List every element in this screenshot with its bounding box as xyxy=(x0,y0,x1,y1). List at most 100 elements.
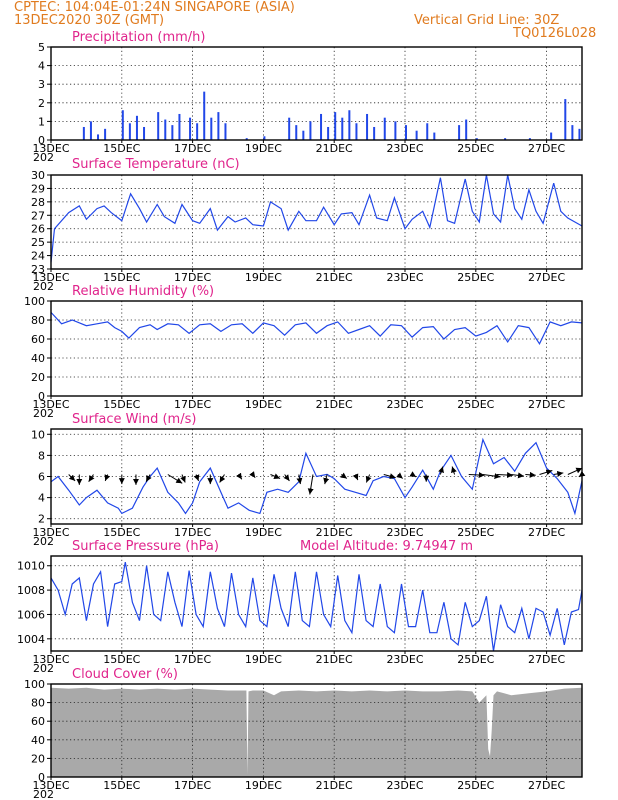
precip-bar xyxy=(366,113,369,140)
x-tick-label: 27DEC xyxy=(528,779,565,792)
precip-bar xyxy=(178,113,181,140)
x-tick-label: 13DEC xyxy=(32,398,69,411)
wind-vector xyxy=(525,471,536,478)
precip-bar xyxy=(217,112,220,140)
wind-vector xyxy=(539,469,553,476)
y-tick-label: 24 xyxy=(31,250,45,263)
x-tick-label: 19DEC xyxy=(245,398,282,411)
x-tick-label: 17DEC xyxy=(174,653,211,666)
x-year-label: 202 xyxy=(33,151,54,164)
x-tick-label: 19DEC xyxy=(245,271,282,284)
y-tick-label: 100 xyxy=(24,295,45,308)
precip-bar xyxy=(104,128,107,140)
x-tick-label: 21DEC xyxy=(316,271,353,284)
precip-bar xyxy=(164,119,167,140)
x-tick-label: 25DEC xyxy=(457,398,494,411)
wind-vector xyxy=(219,474,226,483)
wind-vector xyxy=(482,473,501,480)
precip-bar xyxy=(224,123,227,140)
header-datetime: 13DEC2020 30Z (GMT) xyxy=(14,13,165,28)
precip-bar xyxy=(465,119,468,140)
y-tick-label: 23 xyxy=(31,263,45,276)
precipitation-panel: 0 1 2 3 4 5 13DEC 15DEC 17DEC 19DEC 21DEC 23DEC 25DE… xyxy=(32,30,583,164)
temperature-frame xyxy=(50,174,583,270)
wind-vector xyxy=(167,474,183,484)
y-tick-label: 0 xyxy=(38,134,45,147)
x-tick-label: 15DEC xyxy=(103,526,140,539)
pressure-title: Surface Pressure (hPa) xyxy=(72,539,219,554)
y-tick-label: 0 xyxy=(38,390,45,403)
x-tick-label: 23DEC xyxy=(386,526,423,539)
cloud-frame xyxy=(50,683,583,778)
wind-vector xyxy=(553,470,564,477)
wind-vector xyxy=(396,472,404,479)
x-tick-label: 27DEC xyxy=(528,271,565,284)
header-grid-note: Vertical Grid Line: 30Z xyxy=(414,13,560,28)
x-tick-label: 25DEC xyxy=(457,526,494,539)
precip-bar xyxy=(288,117,291,140)
wind-vector xyxy=(468,472,485,478)
precip-bar xyxy=(334,112,337,140)
wind-line xyxy=(50,437,583,516)
wind-vector xyxy=(340,472,348,479)
x-tick-label: 17DEC xyxy=(174,398,211,411)
x-tick-label: 19DEC xyxy=(245,653,282,666)
wind-vector xyxy=(307,474,314,495)
y-tick-label: 3 xyxy=(38,78,45,91)
pressure-panel: 1004 1006 1008 1010 13DEC 15DEC 17DEC 19DEC 21DE… xyxy=(17,539,583,675)
wind-vector xyxy=(68,474,76,482)
cloud-panel: 0 20 40 60 80 100 13DEC 15DEC 17DEC 19DEC 21DEC 23D… xyxy=(24,667,583,800)
wind-vector xyxy=(383,473,396,480)
y-tick-label: 10 xyxy=(31,428,45,441)
wind-vector xyxy=(104,474,111,482)
x-tick-label: 27DEC xyxy=(528,526,565,539)
temperature-title: Surface Temperature (nC) xyxy=(72,157,240,172)
x-tick-label: 15DEC xyxy=(103,398,140,411)
humidity-frame xyxy=(50,300,583,397)
x-tick-label: 13DEC xyxy=(32,779,69,792)
x-tick-label: 15DEC xyxy=(103,142,140,155)
temperature-line xyxy=(50,174,583,263)
precip-bar xyxy=(196,123,199,140)
y-tick-label: 5 xyxy=(38,41,45,54)
y-tick-label: 1010 xyxy=(17,560,45,573)
y-tick-label: 1008 xyxy=(17,584,45,597)
header-location: CPTEC: 104:04E-01:24N SINGAPORE (ASIA) xyxy=(14,0,295,15)
wind-vector xyxy=(296,474,303,485)
humidity-panel: 0 20 40 60 80 100 13DEC 15DEC 17DEC 19DEC 21DEC 23D… xyxy=(24,284,583,420)
precip-bar xyxy=(320,113,323,140)
y-tick-label: 0 xyxy=(38,771,45,784)
y-tick-label: 30 xyxy=(31,169,45,182)
precip-bar xyxy=(341,117,344,140)
precip-bar xyxy=(295,125,298,140)
precip-bar xyxy=(578,128,581,140)
x-year-label: 202 xyxy=(33,407,54,420)
y-tick-label: 80 xyxy=(31,314,45,327)
precip-bar xyxy=(157,112,160,140)
precipitation-title: Precipitation (mm/h) xyxy=(72,30,205,45)
y-tick-label: 1006 xyxy=(17,608,45,621)
x-tick-label: 17DEC xyxy=(174,271,211,284)
wind-vector xyxy=(352,473,359,481)
x-tick-label: 15DEC xyxy=(103,779,140,792)
precip-bar xyxy=(89,121,92,140)
y-tick-label: 26 xyxy=(31,223,45,236)
precip-bar xyxy=(143,126,146,140)
y-tick-label: 60 xyxy=(31,333,45,346)
x-tick-label: 19DEC xyxy=(245,142,282,155)
precip-bar xyxy=(458,125,461,140)
x-year-label: 202 xyxy=(33,662,54,675)
x-tick-label: 25DEC xyxy=(457,142,494,155)
precip-bar xyxy=(355,123,358,140)
precip-bar xyxy=(528,138,531,140)
header-code: TQ0126L028 xyxy=(513,26,597,41)
y-tick-label: 28 xyxy=(31,196,45,209)
wind-vector xyxy=(323,474,330,485)
y-tick-label: 40 xyxy=(31,734,45,747)
x-tick-label: 19DEC xyxy=(245,526,282,539)
wind-vector xyxy=(249,471,256,479)
y-tick-label: 6 xyxy=(38,471,45,484)
precip-bar xyxy=(263,136,266,140)
precip-bar xyxy=(82,126,85,140)
